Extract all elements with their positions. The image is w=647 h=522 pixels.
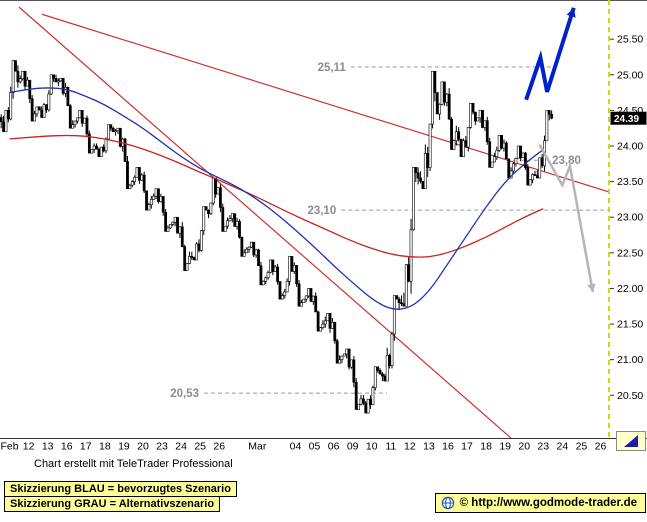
legend-blue-scenario: Skizzierung BLAU = bevorzugtes Szenario xyxy=(4,481,237,497)
last-price-tag: 24.39 xyxy=(610,111,647,125)
globe-icon xyxy=(441,496,455,510)
svg-text:16: 16 xyxy=(442,441,454,453)
svg-text:12: 12 xyxy=(23,441,35,453)
svg-text:23,10: 23,10 xyxy=(307,205,336,217)
svg-text:26: 26 xyxy=(595,441,607,453)
svg-text:20: 20 xyxy=(137,441,149,453)
svg-text:23.50: 23.50 xyxy=(617,176,643,188)
svg-text:21.50: 21.50 xyxy=(617,319,643,331)
svg-text:23.00: 23.00 xyxy=(617,212,643,224)
scenario-legend: Skizzierung BLAU = bevorzugtes Szenario … xyxy=(4,481,237,512)
ma-blue-line xyxy=(9,87,544,310)
chart-nav-button[interactable] xyxy=(616,431,646,451)
svg-text:24.00: 24.00 xyxy=(617,141,643,153)
svg-text:12: 12 xyxy=(404,441,416,453)
chart-area: 25,11 23,80 23,10 20,53 25.50 25.00 24.50 24.00… xyxy=(0,0,647,453)
candles-group xyxy=(0,60,554,414)
svg-text:13: 13 xyxy=(42,441,54,453)
svg-text:23: 23 xyxy=(537,441,549,453)
svg-text:25,11: 25,11 xyxy=(318,62,347,74)
scenario-gray-arrow xyxy=(538,143,596,293)
svg-text:23,80: 23,80 xyxy=(552,155,581,167)
svg-text:Mar: Mar xyxy=(248,441,267,453)
svg-text:24: 24 xyxy=(556,441,568,453)
copyright-box[interactable]: © http://www.godmode-trader.de xyxy=(434,493,646,513)
x-axis-labels: Feb 12 13 16 17 18 19 20 23 24 25 26 Mar 04 05 06 09 10 11… xyxy=(0,441,606,453)
svg-text:20,53: 20,53 xyxy=(170,388,199,400)
svg-text:16: 16 xyxy=(61,441,73,453)
svg-text:25.50: 25.50 xyxy=(617,34,643,46)
svg-text:17: 17 xyxy=(80,441,92,453)
nav-arrow-icon xyxy=(624,435,638,447)
svg-text:13: 13 xyxy=(423,441,435,453)
svg-text:24: 24 xyxy=(175,441,187,453)
svg-text:22.00: 22.00 xyxy=(617,283,643,295)
svg-text:11: 11 xyxy=(385,441,396,453)
y-axis-labels: 25.5025.0024.5024.0023.5023.0022.5022.00… xyxy=(610,34,643,402)
copyright-text: © http://www.godmode-trader.de xyxy=(459,497,637,509)
svg-text:18: 18 xyxy=(99,441,111,453)
svg-text:17: 17 xyxy=(461,441,473,453)
svg-text:09: 09 xyxy=(347,441,359,453)
svg-text:26: 26 xyxy=(213,441,225,453)
svg-text:06: 06 xyxy=(328,441,340,453)
legend-gray-scenario: Skizzierung GRAU = Alternativszenario xyxy=(4,496,221,512)
svg-text:20: 20 xyxy=(518,441,530,453)
chart-footer: Chart erstellt mit TeleTrader Profession… xyxy=(0,452,647,522)
svg-text:Feb: Feb xyxy=(0,441,18,453)
svg-text:10: 10 xyxy=(366,441,378,453)
candlestick-chart: 25,1123,8023,1020,5325.5025.0024.5024.00… xyxy=(0,0,647,453)
ma-red-line xyxy=(9,134,544,258)
svg-text:22.50: 22.50 xyxy=(617,247,643,259)
scenario-blue-arrow xyxy=(524,7,576,101)
svg-text:18: 18 xyxy=(480,441,492,453)
svg-text:21.00: 21.00 xyxy=(617,354,643,366)
svg-text:05: 05 xyxy=(309,441,321,453)
svg-text:25: 25 xyxy=(194,441,206,453)
svg-text:25: 25 xyxy=(576,441,588,453)
svg-text:24.39: 24.39 xyxy=(614,114,639,125)
credit-text: Chart erstellt mit TeleTrader Profession… xyxy=(34,458,233,470)
svg-text:19: 19 xyxy=(499,441,511,453)
svg-text:04: 04 xyxy=(290,441,302,453)
svg-text:25.00: 25.00 xyxy=(617,69,643,81)
svg-text:23: 23 xyxy=(156,441,168,453)
svg-text:19: 19 xyxy=(118,441,130,453)
levels-group: 25,11 23,80 23,10 20,53 xyxy=(170,62,610,400)
svg-text:20.50: 20.50 xyxy=(617,390,643,402)
trendlines-group xyxy=(18,6,610,438)
